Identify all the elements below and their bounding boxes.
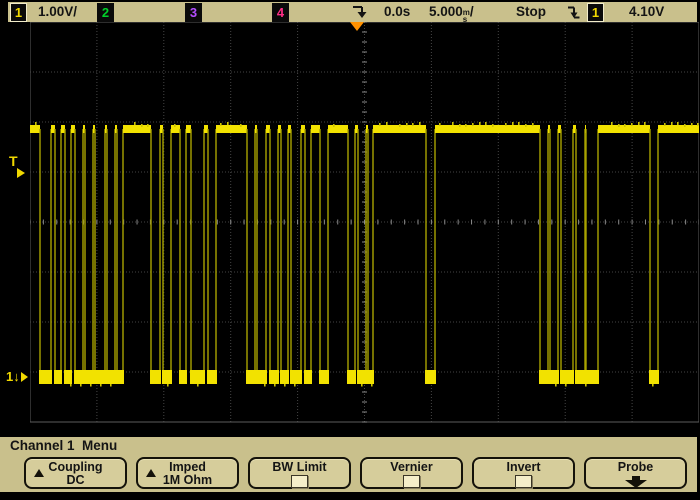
channel-1-badge: 1 [10, 3, 27, 22]
trigger-level-arrow-icon [17, 168, 25, 178]
channel-1-scale: 1.00V/ [38, 4, 78, 19]
softkey-label: Probe [617, 460, 654, 474]
ground-marker-label: 1 [6, 369, 14, 384]
trigger-level-readout: 4.10V [629, 4, 665, 19]
channel-3-badge: 3 [185, 3, 202, 22]
softkey-value: 1M Ohm [162, 473, 213, 487]
timebase-suffix: / [469, 4, 474, 19]
bw-limit-checkbox[interactable] [291, 475, 308, 488]
softkey-probe[interactable]: Probe [584, 457, 687, 489]
softkey-label: Coupling [48, 460, 103, 474]
softkey-vernier[interactable]: Vernier [360, 457, 463, 489]
softkey-invert[interactable]: Invert [472, 457, 575, 489]
softkey-label: Invert [506, 460, 541, 474]
trigger-level-label: T [9, 153, 18, 169]
ground-marker-arrow-icon [20, 372, 28, 382]
softkey-menu-panel: Channel 1 Menu Coupling DC Imped 1M Ohm … [0, 437, 697, 492]
softkey-impedance[interactable]: Imped 1M Ohm [136, 457, 239, 489]
up-triangle-icon [34, 469, 44, 477]
display-area: T 1 ↓ [0, 22, 700, 435]
down-arrow-icon: ↓ [13, 369, 20, 384]
invert-checkbox[interactable] [515, 475, 532, 488]
softkey-bw-limit[interactable]: BW Limit [248, 457, 351, 489]
run-state: Stop [516, 4, 546, 19]
softkey-value: DC [66, 473, 85, 487]
down-arrow-icon [624, 475, 648, 493]
timebase-readout: 5.000 m s / [429, 2, 474, 24]
menu-title: Channel 1 Menu [10, 438, 118, 453]
trigger-position-icon [350, 4, 368, 25]
up-triangle-icon [146, 469, 156, 477]
channel-2-badge: 2 [97, 3, 114, 22]
channel-1-ground-marker: 1 ↓ [6, 369, 28, 385]
trigger-level-marker: T [8, 154, 30, 180]
softkey-coupling[interactable]: Coupling DC [24, 457, 127, 489]
trigger-source-badge: 1 [587, 3, 604, 22]
delay-readout: 0.0s [384, 4, 411, 19]
falling-edge-trigger-icon [566, 5, 581, 25]
channel-4-badge: 4 [272, 3, 289, 22]
graticule-svg [30, 22, 699, 423]
softkey-label: BW Limit [272, 460, 327, 474]
softkey-label: Vernier [390, 460, 433, 474]
timebase-value: 5.000 [429, 4, 463, 19]
softkey-label: Imped [169, 460, 206, 474]
trigger-position-marker [350, 22, 364, 31]
status-bar: 1 1.00V/ 2 3 4 0.0s 5.000 m s / Stop 1 4.10… [8, 2, 697, 25]
vernier-checkbox[interactable] [403, 475, 420, 488]
softkey-row: Coupling DC Imped 1M Ohm BW Limit Vernie… [24, 457, 687, 489]
